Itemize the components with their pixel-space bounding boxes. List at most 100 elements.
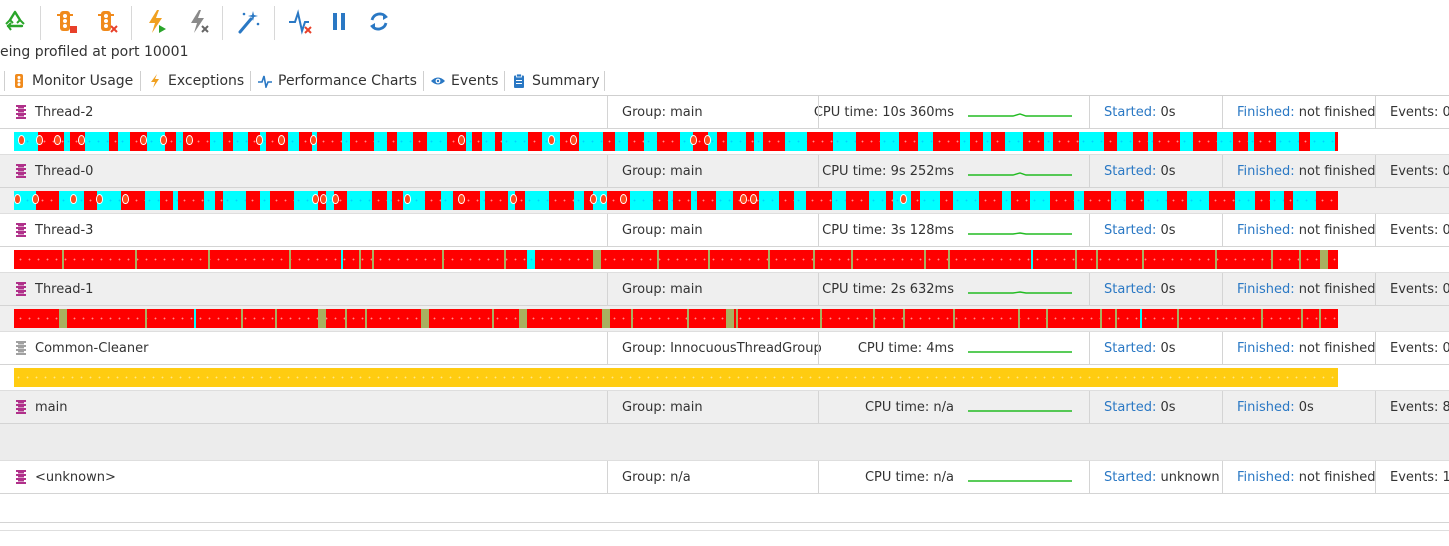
- flame-icon: [570, 135, 577, 145]
- state-segment-cyan: [1217, 132, 1233, 151]
- tab-events[interactable]: Events: [431, 67, 498, 95]
- thread-name-cell[interactable]: Thread-1: [15, 273, 93, 305]
- state-segment-olive: [359, 250, 361, 269]
- state-segment-cyan: [97, 191, 121, 210]
- state-segment-cyan: [1180, 132, 1193, 151]
- tab-monitor-usage[interactable]: Monitor Usage: [12, 67, 133, 95]
- state-segment-red: [1126, 191, 1144, 210]
- thread-started: Started: 0s: [1104, 214, 1176, 246]
- thread-icon: [16, 223, 26, 237]
- state-segment-olive: [1320, 250, 1328, 269]
- magic-wand-button[interactable]: [235, 8, 261, 36]
- thread-state-bar[interactable]: [14, 191, 1338, 210]
- thread-row[interactable]: main Group: main CPU time: n/a Started: 0s F…: [0, 391, 1449, 461]
- column-separator: [1222, 332, 1223, 364]
- state-segment-olive: [62, 250, 64, 269]
- column-separator: [1089, 96, 1090, 128]
- lightning-remove-button[interactable]: [185, 8, 211, 36]
- thread-state-bar[interactable]: [14, 132, 1338, 151]
- state-segment-olive: [903, 309, 905, 328]
- flame-icon: [78, 135, 85, 145]
- state-segment-cyan: [1270, 191, 1284, 210]
- started-value: 0s: [1160, 222, 1176, 238]
- tab-exceptions[interactable]: Exceptions: [148, 67, 244, 95]
- thread-row[interactable]: Thread-1 Group: main CPU time: 2s 632ms Sta…: [0, 273, 1449, 332]
- toolbar-separator: [131, 6, 132, 40]
- thread-name-cell[interactable]: Thread-0: [15, 155, 93, 187]
- state-segment-red: [350, 132, 374, 151]
- started-label: Started:: [1104, 281, 1157, 297]
- state-segment-olive: [1100, 309, 1102, 328]
- state-segment-olive: [241, 309, 243, 328]
- pause-icon: [333, 13, 345, 30]
- thread-events: Events: 0: [1390, 340, 1449, 356]
- pause-button[interactable]: [326, 8, 352, 36]
- state-segment-cyan: [64, 132, 70, 151]
- tab-summary[interactable]: Summary: [512, 67, 600, 95]
- finished-value: not finished: [1298, 469, 1376, 485]
- tab-bar: Monitor Usage Exceptions Performance Chart…: [0, 67, 1449, 95]
- thread-row[interactable]: Thread-2 Group: main CPU time: 10s 360ms St…: [0, 96, 1449, 155]
- started-value: 0s: [1160, 340, 1176, 356]
- thread-finished: Finished: not finished: [1237, 214, 1376, 246]
- thread-state-bar[interactable]: [14, 309, 1338, 328]
- flame-icon: [620, 194, 627, 204]
- thread-state-bar[interactable]: [14, 250, 1338, 269]
- thread-name-cell[interactable]: Common-Cleaner: [15, 332, 148, 364]
- thread-name-cell[interactable]: <unknown>: [15, 461, 116, 493]
- lightning-remove-icon: [191, 10, 209, 33]
- state-segment-cyan: [374, 132, 387, 151]
- thread-row[interactable]: Thread-3 Group: main CPU time: 3s 128ms Sta…: [0, 214, 1449, 273]
- state-segment-red: [1053, 132, 1079, 151]
- thread-state-row: [0, 424, 1449, 461]
- column-separator: [1089, 214, 1090, 246]
- state-segment-red: [717, 132, 727, 151]
- thread-name-cell[interactable]: Thread-3: [15, 214, 93, 246]
- state-segment-red: [1133, 132, 1148, 151]
- column-separator: [1089, 273, 1090, 305]
- thread-cpu-time: CPU time: 9s 252ms: [822, 163, 954, 179]
- thread-started: Started: unknown: [1104, 461, 1220, 493]
- state-segment-olive: [736, 309, 738, 328]
- state-segment-olive: [657, 250, 659, 269]
- finished-label: Finished:: [1237, 163, 1295, 179]
- state-segment-red: [270, 191, 294, 210]
- thread-icon: [16, 341, 26, 355]
- thread-state-bar[interactable]: [14, 368, 1338, 387]
- traffic-light-stop-button[interactable]: [53, 8, 79, 36]
- finished-value: not finished: [1298, 163, 1376, 179]
- state-segment-cyan: [441, 191, 453, 210]
- state-segment-olive: [1215, 250, 1217, 269]
- thread-group: Group: main: [622, 399, 703, 415]
- lightning-run-icon: [149, 10, 166, 33]
- state-segment-red: [1023, 132, 1044, 151]
- lightning-run-button[interactable]: [143, 8, 169, 36]
- state-segment-red: [246, 191, 260, 210]
- thread-state-row: [0, 306, 1449, 332]
- cpu-sparkline: [968, 113, 1072, 117]
- pulse-remove-button[interactable]: [287, 8, 313, 36]
- recycle-button[interactable]: [2, 8, 28, 36]
- state-segment-cyan: [1144, 191, 1167, 210]
- refresh-button[interactable]: [366, 8, 392, 36]
- column-separator: [818, 273, 819, 305]
- thread-row[interactable]: <unknown> Group: n/a CPU time: n/a Started:…: [0, 461, 1449, 531]
- state-segment-cyan: [194, 309, 196, 328]
- state-segment-olive: [1319, 309, 1321, 328]
- state-segment-cyan: [145, 191, 160, 210]
- traffic-light-remove-button[interactable]: [94, 8, 120, 36]
- flame-icon: [510, 194, 517, 204]
- state-segment-red: [109, 132, 118, 151]
- thread-header: <unknown> Group: n/a CPU time: n/a Started:…: [0, 461, 1449, 494]
- state-segment-cyan: [1310, 132, 1335, 151]
- thread-name-cell[interactable]: Thread-2: [15, 96, 93, 128]
- tab-performance-charts[interactable]: Performance Charts: [258, 67, 417, 95]
- thread-header: Thread-3 Group: main CPU time: 3s 128ms Sta…: [0, 214, 1449, 247]
- finished-label: Finished:: [1237, 222, 1295, 238]
- thread-name-cell[interactable]: main: [15, 391, 67, 423]
- thread-row[interactable]: Thread-0 Group: main CPU time: 9s 252ms Sta…: [0, 155, 1449, 214]
- thread-started: Started: 0s: [1104, 332, 1176, 364]
- thread-started: Started: 0s: [1104, 391, 1176, 423]
- thread-name: main: [35, 399, 68, 415]
- thread-row[interactable]: Common-Cleaner Group: InnocuousThreadGrou…: [0, 332, 1449, 391]
